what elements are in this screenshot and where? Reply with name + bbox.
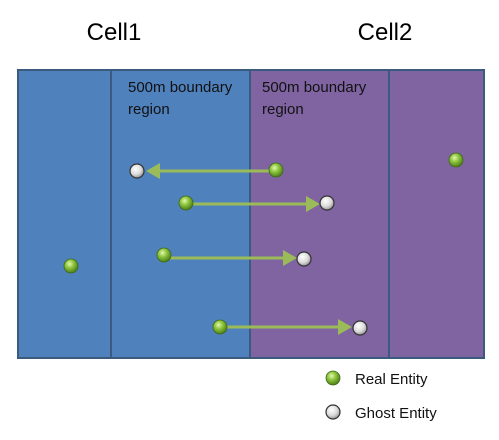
right-boundary-label-line1: 500m boundary [262, 79, 367, 96]
legend-ghost-label: Ghost Entity [355, 405, 437, 422]
ghost-entity [296, 251, 312, 267]
ghost-entity [129, 163, 145, 179]
legend-real-marker [325, 370, 341, 386]
legend-ghost-marker [325, 404, 341, 420]
legend-real-label: Real Entity [355, 371, 428, 388]
legend: Real Entity Ghost Entity [325, 370, 437, 422]
cell2-outer-area [388, 69, 485, 359]
right-boundary-label: 500m boundary region [262, 79, 370, 118]
cell1-title: Cell1 [87, 19, 142, 46]
real-entity [448, 152, 464, 168]
right-boundary-label-line2: region [262, 101, 304, 118]
real-entity [268, 162, 284, 178]
arrow-3 [170, 250, 297, 266]
left-boundary-label-line2: region [128, 101, 170, 118]
real-entity [212, 319, 228, 335]
cell1-boundary-region [110, 69, 251, 359]
real-entities [63, 152, 464, 335]
ghost-entity [352, 320, 368, 336]
real-entity [63, 258, 79, 274]
cell2-region [249, 69, 485, 359]
arrow-4 [226, 319, 352, 335]
arrow-1 [146, 163, 270, 179]
cell2-title: Cell2 [358, 19, 413, 46]
real-entity [178, 195, 194, 211]
arrow-2 [192, 196, 320, 212]
cell1-outer-area [17, 69, 112, 359]
left-boundary-label-line1: 500m boundary [128, 79, 233, 96]
left-boundary-label: 500m boundary region [128, 79, 236, 118]
real-entity [156, 247, 172, 263]
cell1-region [17, 69, 251, 359]
arrows [146, 163, 352, 335]
ghost-entity [319, 195, 335, 211]
ghost-entities [129, 163, 368, 336]
cell2-boundary-region [249, 69, 390, 359]
